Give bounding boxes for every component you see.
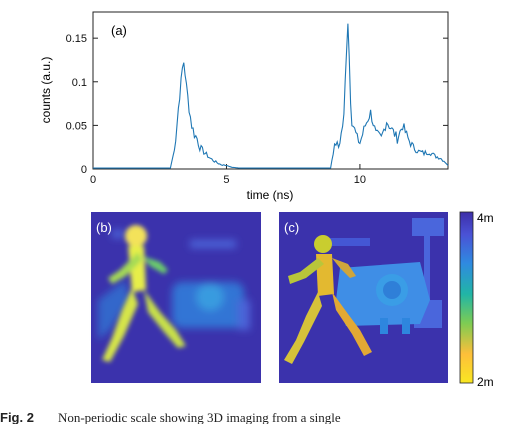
y-tick-label: 0 bbox=[81, 164, 87, 176]
figure-caption: Fig. 2 Non-periodic scale showing 3D imag… bbox=[0, 410, 524, 424]
panel-c-figure bbox=[284, 235, 372, 364]
y-axis-label: counts (a.u.) bbox=[39, 57, 53, 124]
data-series-trace bbox=[93, 23, 449, 169]
panel-c-image: (c) bbox=[279, 212, 448, 383]
x-tick-label: 5 bbox=[223, 174, 229, 186]
tick-label-group: 0 5 10 0 0.05 0.1 0.15 bbox=[66, 33, 366, 186]
panel-label-c: (c) bbox=[284, 220, 299, 235]
panel-label-b: (b) bbox=[96, 220, 112, 235]
panel-label-a: (a) bbox=[111, 23, 127, 38]
colorbar-min-label: 2m bbox=[477, 375, 494, 389]
colorbar-max-label: 4m bbox=[477, 211, 494, 225]
x-tick-label: 10 bbox=[354, 174, 366, 186]
panel-c-scene bbox=[330, 218, 444, 334]
figure: 0 5 10 0 0.05 0.1 0.15 (a) time (ns) counts (a… bbox=[39, 11, 494, 389]
y-tick-label: 0.15 bbox=[66, 33, 87, 45]
caption-text: Non-periodic scale showing 3D imaging fr… bbox=[57, 410, 341, 424]
y-tick-label: 0.1 bbox=[72, 77, 87, 89]
colorbar-gradient bbox=[459, 211, 474, 384]
x-axis-label: time (ns) bbox=[247, 188, 294, 202]
panel-b-image: (b) bbox=[91, 212, 261, 383]
panel-b-blurred-scene bbox=[98, 230, 250, 340]
caption-lead: Fig. 2 bbox=[0, 410, 34, 424]
plot-frame bbox=[92, 11, 449, 170]
tick-group bbox=[92, 37, 448, 170]
y-tick-label: 0.05 bbox=[66, 120, 87, 132]
panel-b-figure bbox=[102, 225, 186, 362]
x-tick-label: 0 bbox=[90, 174, 96, 186]
panel-a-chart: 0 5 10 0 0.05 0.1 0.15 (a) time (ns) counts (a… bbox=[39, 11, 449, 202]
colorbar: 4m 2m bbox=[459, 211, 494, 389]
